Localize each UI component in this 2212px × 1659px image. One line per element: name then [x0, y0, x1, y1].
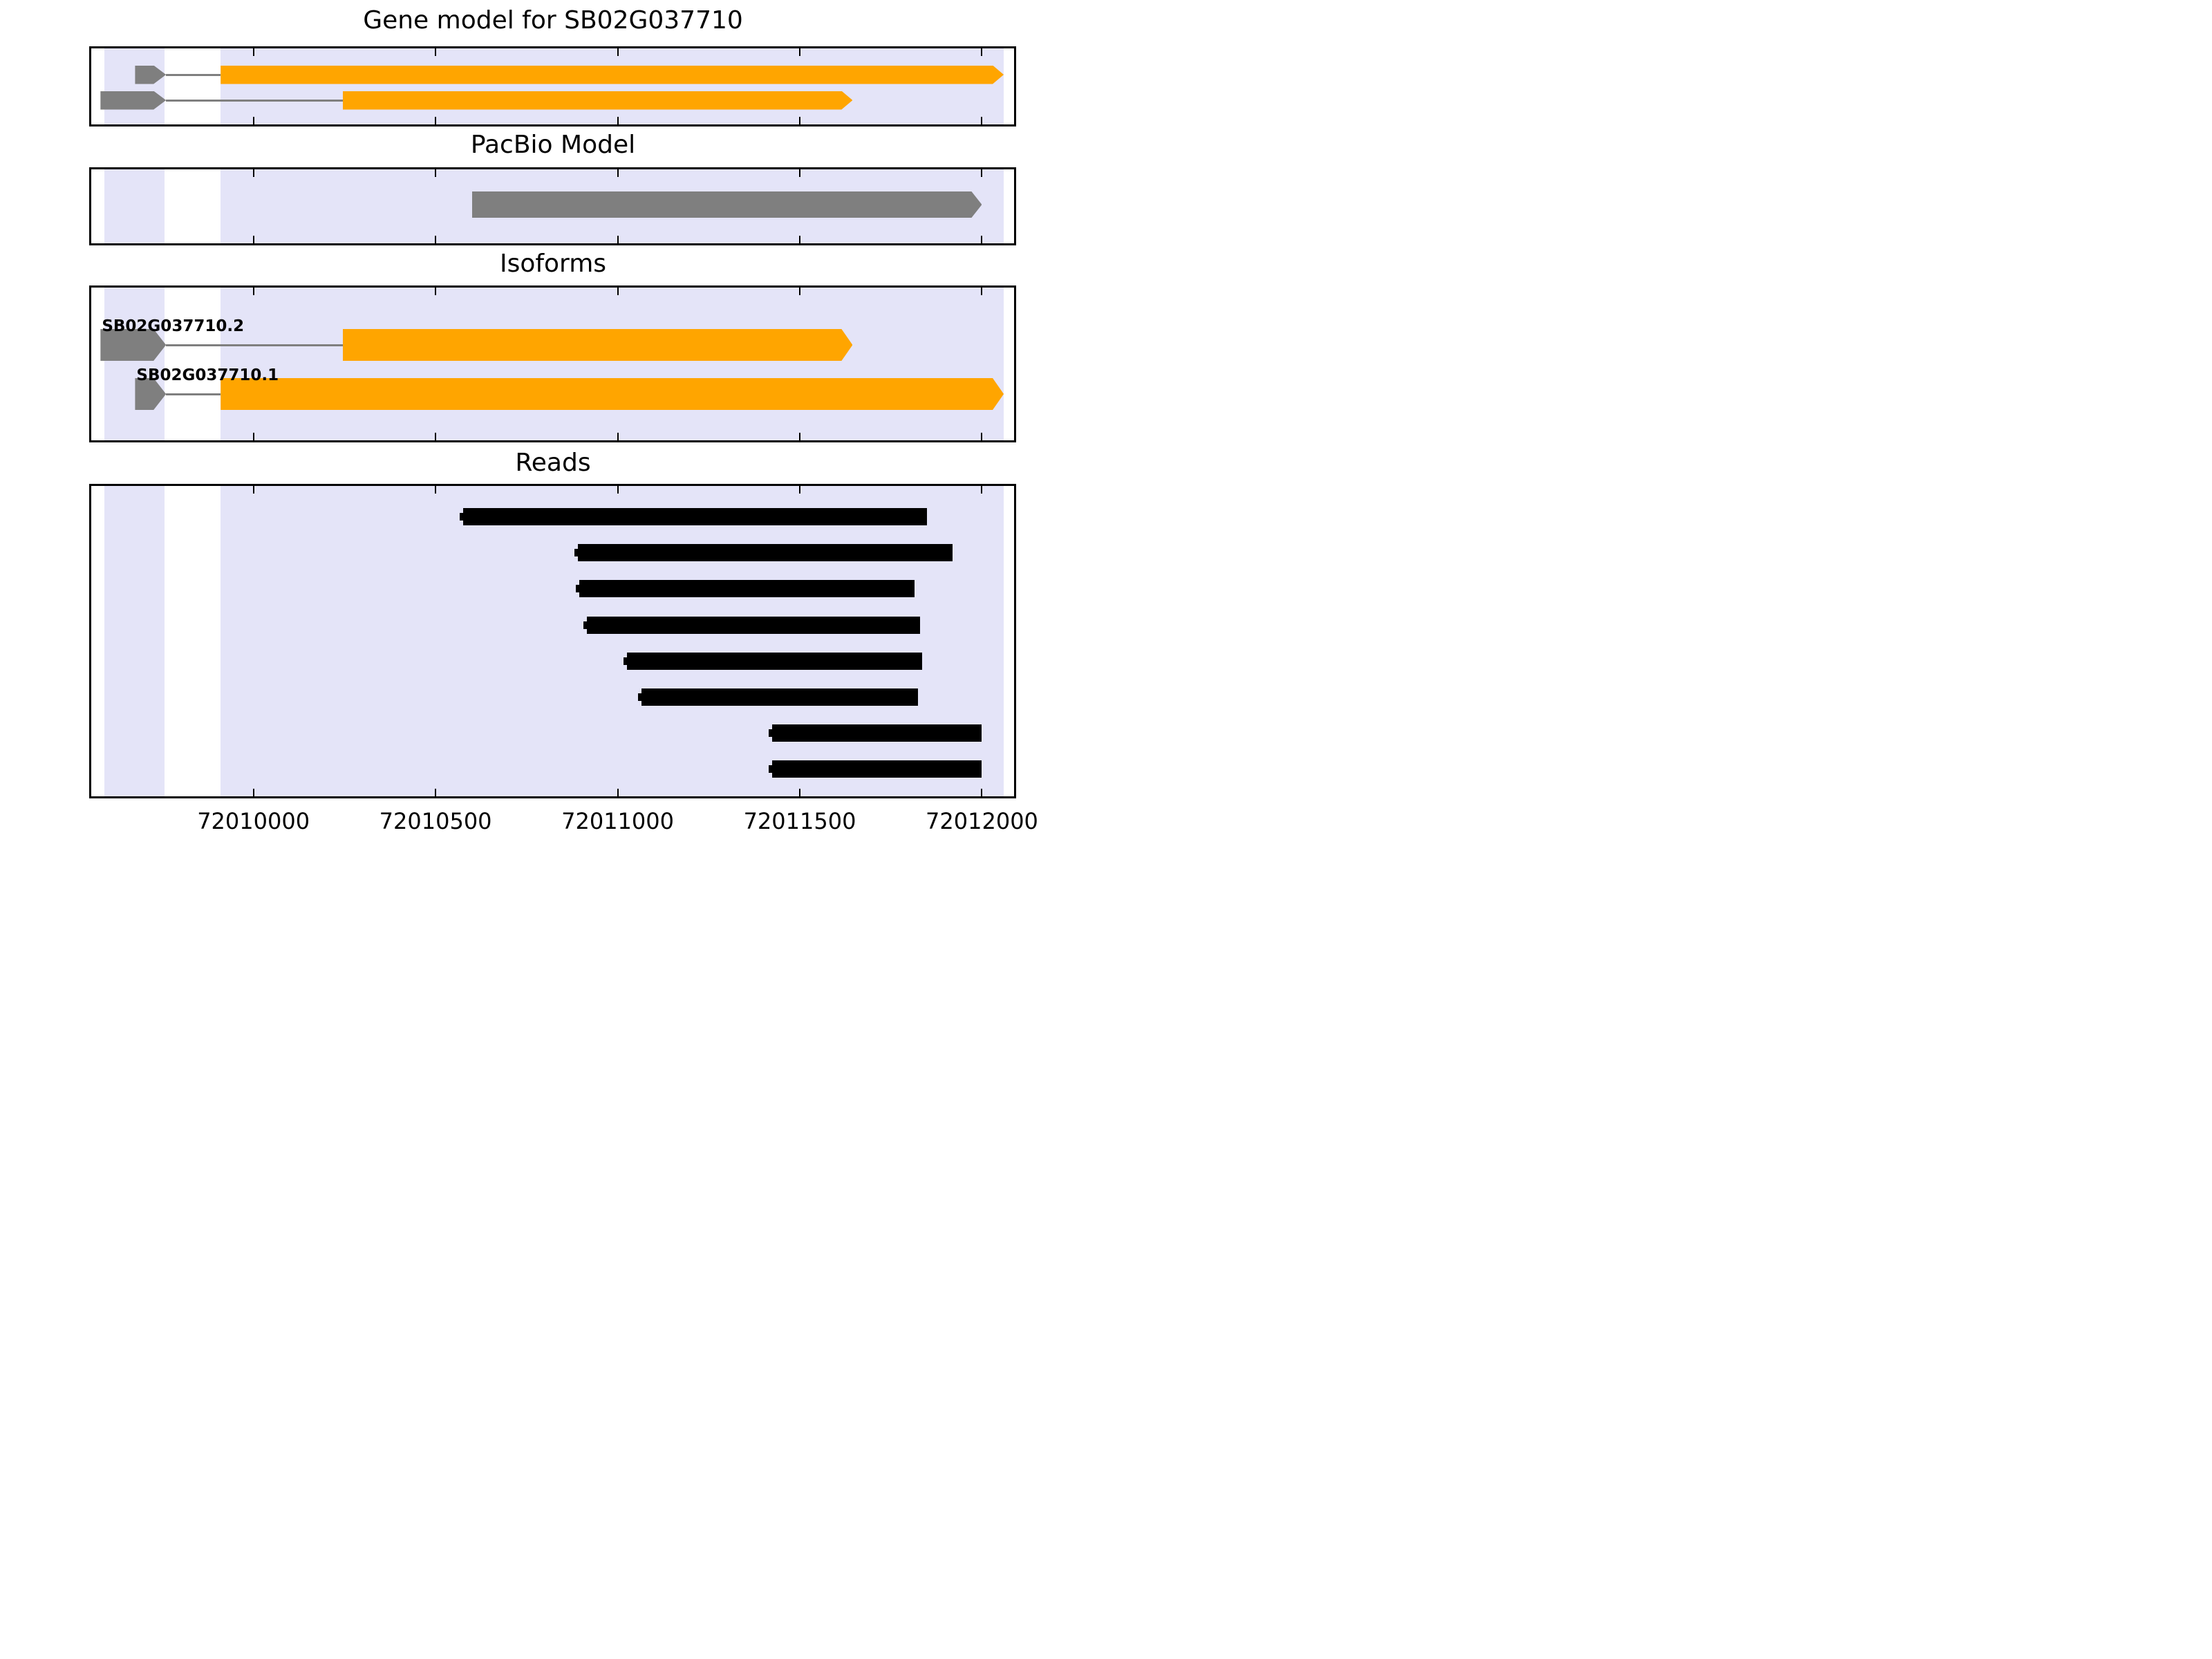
axis-tick-mark	[435, 236, 437, 243]
panel-title-pacbio: PacBio Model	[470, 131, 636, 159]
read-bar	[462, 508, 928, 525]
exon-region-shading	[104, 169, 165, 243]
axis-tick-mark	[435, 288, 437, 295]
axis-tick-mark	[435, 433, 437, 440]
axis-tick-mark	[981, 117, 983, 124]
panel-isoforms: SB02G037710.2 SB02G037710.1	[89, 285, 1016, 442]
read-start-tail	[574, 549, 578, 556]
axis-tick-mark	[252, 117, 254, 124]
axis-tick-mark	[435, 169, 437, 177]
axis-tick-mark	[617, 288, 619, 295]
isoform-label: SB02G037710.1	[136, 366, 279, 384]
axis-tick-mark	[435, 486, 437, 494]
main-exon-arrow	[221, 378, 1004, 410]
axis-tick-mark	[981, 288, 983, 295]
axis-tick-mark	[252, 288, 254, 295]
panel-title-reads: Reads	[515, 449, 591, 477]
panel-gene-model	[89, 46, 1016, 126]
panel-title-gene-model: Gene model for SB02G037710	[363, 6, 743, 35]
axis-tick-mark	[799, 169, 800, 177]
intron-line	[166, 393, 221, 395]
read-bar	[577, 544, 953, 561]
read-start-tail	[623, 657, 627, 665]
pacbio-model-arrow	[472, 191, 982, 218]
read-start-tail	[576, 585, 580, 592]
axis-tick-mark	[435, 789, 437, 796]
axis-tick-mark	[981, 433, 983, 440]
leader-exon-arrow	[100, 91, 166, 110]
axis-tick-mark	[799, 433, 800, 440]
intron-line	[166, 73, 221, 76]
leader-exon-arrow	[100, 329, 166, 361]
read-bar	[641, 688, 919, 706]
exon-region-shading	[221, 288, 1004, 440]
read-bar	[586, 617, 920, 634]
x-axis-tick-labels: 72010000 72010500 72011000 72011500 7201…	[0, 807, 1106, 830]
exon-region-shading	[104, 486, 165, 796]
axis-tick-mark	[981, 48, 983, 56]
read-start-tail	[637, 693, 641, 701]
read-start-tail	[459, 513, 463, 521]
axis-tick-mark	[252, 789, 254, 796]
axis-tick-mark	[252, 48, 254, 56]
isoform-label: SB02G037710.2	[102, 317, 245, 335]
main-exon-arrow	[221, 66, 1004, 84]
read-bar	[626, 653, 922, 670]
axis-tick-mark	[617, 48, 619, 56]
axis-tick-mark	[799, 236, 800, 243]
axis-tick-mark	[799, 48, 800, 56]
main-exon-arrow	[343, 91, 853, 110]
x-axis-tick-label: 72012000	[926, 808, 1038, 830]
exon-region-shading	[221, 486, 1004, 796]
axis-tick-mark	[252, 236, 254, 243]
axis-tick-mark	[252, 433, 254, 440]
read-bar	[772, 724, 982, 742]
exon-region-shading	[104, 288, 165, 440]
axis-tick-mark	[981, 169, 983, 177]
axis-tick-mark	[799, 117, 800, 124]
panel-title-isoforms: Isoforms	[499, 250, 607, 278]
axis-tick-mark	[617, 169, 619, 177]
axis-tick-mark	[799, 288, 800, 295]
axis-tick-mark	[617, 433, 619, 440]
read-bar	[772, 760, 982, 778]
axis-tick-mark	[981, 236, 983, 243]
axis-tick-mark	[252, 169, 254, 177]
exon-region-shading	[221, 48, 1004, 124]
read-bar	[579, 580, 915, 597]
axis-tick-mark	[252, 486, 254, 494]
panel-pacbio-model	[89, 167, 1016, 245]
exon-region-shading	[104, 48, 165, 124]
axis-tick-mark	[799, 789, 800, 796]
axis-tick-mark	[617, 236, 619, 243]
axis-tick-mark	[435, 48, 437, 56]
axis-tick-mark	[981, 789, 983, 796]
axis-tick-mark	[617, 789, 619, 796]
axis-tick-mark	[435, 117, 437, 124]
x-axis-tick-label: 72010500	[379, 808, 492, 830]
intron-line	[166, 344, 343, 346]
x-axis-tick-label: 72011500	[743, 808, 856, 830]
axis-tick-mark	[981, 486, 983, 494]
x-axis-tick-label: 72010000	[197, 808, 310, 830]
axis-tick-mark	[799, 486, 800, 494]
read-start-tail	[769, 729, 773, 737]
read-start-tail	[583, 621, 587, 629]
panel-reads	[89, 484, 1016, 798]
gene-model-figure: Gene model for SB02G037710 PacBio Model …	[0, 0, 1106, 830]
intron-line	[166, 99, 343, 102]
x-axis-tick-label: 72011000	[561, 808, 674, 830]
main-exon-arrow	[343, 329, 853, 361]
axis-tick-mark	[617, 117, 619, 124]
axis-tick-mark	[617, 486, 619, 494]
read-start-tail	[769, 765, 773, 773]
